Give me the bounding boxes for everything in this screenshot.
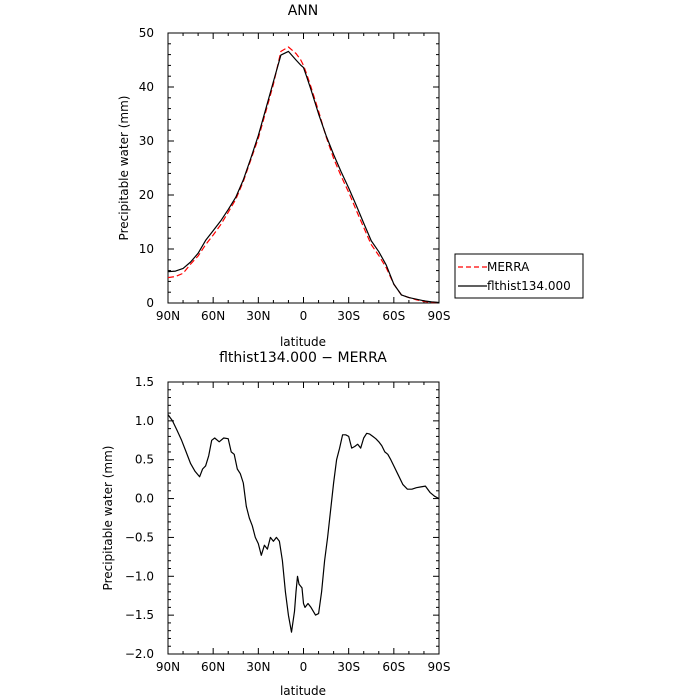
- y-tick-label: 1.5: [135, 375, 154, 389]
- x-tick-label: 60S: [382, 309, 405, 323]
- y-tick-label: 1.0: [135, 414, 154, 428]
- x-tick-label: 90N: [156, 660, 180, 674]
- precip-water-annual-chart: ANN 90N 60N 30N 0 30S 60S 90S 0 10 20 30 40 50 lati…: [117, 3, 584, 349]
- y-tick-label: 0: [146, 296, 154, 310]
- plot-frame: [167, 381, 440, 655]
- chart-title: ANN: [288, 3, 319, 19]
- legend-label-merra: MERRA: [487, 260, 530, 274]
- series-line-merra: [167, 46, 439, 304]
- y-axis-label: Precipitable water (mm): [117, 96, 131, 241]
- x-tick-label: 90N: [156, 309, 180, 323]
- x-tick-label: 90S: [428, 309, 451, 323]
- x-tick-label: 30S: [337, 660, 360, 674]
- y-tick-label: −1.0: [125, 569, 154, 583]
- y-tick-label: 50: [139, 26, 154, 40]
- difference-line: [167, 414, 440, 633]
- y-tick-label: −0.5: [125, 530, 154, 544]
- x-axis-label: latitude: [280, 684, 326, 698]
- y-tick-label: 10: [139, 242, 154, 256]
- x-tick-label: 30S: [337, 309, 360, 323]
- legend-box: [454, 253, 584, 299]
- x-tick-label: 0: [300, 309, 308, 323]
- x-axis-label: latitude: [280, 335, 326, 349]
- y-tick-label: 0.5: [135, 453, 154, 467]
- y-axis-label: Precipitable water (mm): [101, 446, 115, 591]
- y-tick-label: 20: [139, 188, 154, 202]
- legend-label-flthist: flthist134.000: [487, 279, 571, 293]
- y-tick-label: −1.5: [125, 608, 154, 622]
- y-tick-label: −2.0: [125, 647, 154, 661]
- y-tick-label: 30: [139, 134, 154, 148]
- y-tick-label: 0.0: [135, 492, 154, 506]
- series-line-flthist134-000: [167, 50, 440, 304]
- precip-water-difference-chart: flthist134.000 − MERRA 90N 60N 30N 0 30S 60S 9…: [101, 350, 450, 698]
- x-tick-label: 60N: [201, 660, 225, 674]
- x-tick-label: 30N: [246, 660, 270, 674]
- legend: MERRA flthist134.000: [454, 253, 584, 299]
- chart-title: flthist134.000 − MERRA: [219, 350, 387, 366]
- x-tick-label: 60S: [382, 660, 405, 674]
- x-tick-label: 30N: [246, 309, 270, 323]
- x-tick-label: 90S: [428, 660, 451, 674]
- y-tick-label: 40: [139, 80, 154, 94]
- plot-frame: [167, 32, 440, 304]
- x-tick-label: 0: [300, 660, 308, 674]
- x-tick-label: 60N: [201, 309, 225, 323]
